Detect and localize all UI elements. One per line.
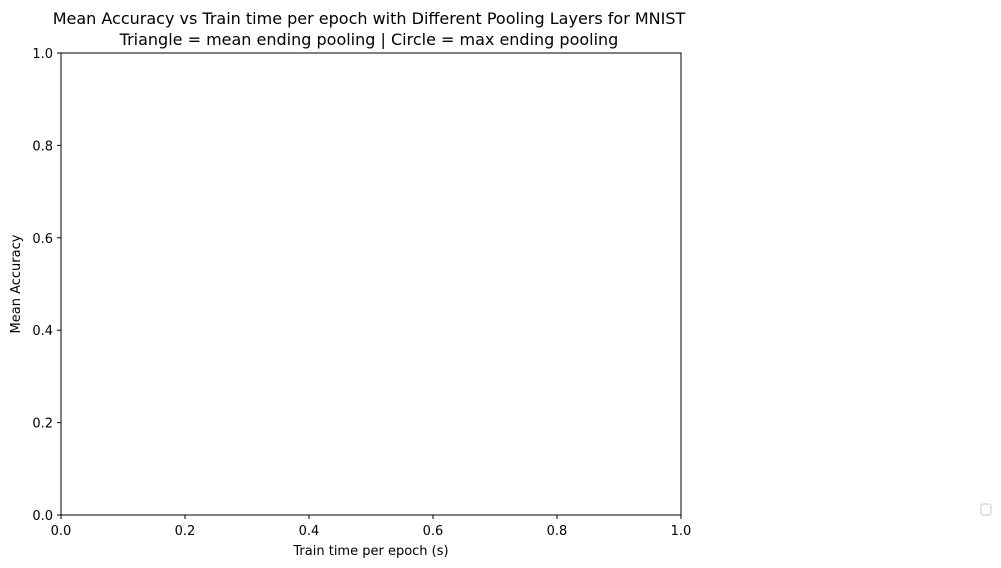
chart-title: Mean Accuracy vs Train time per epoch wi…: [53, 9, 686, 28]
y-tick-label: 0.4: [32, 324, 53, 339]
x-tick-label: 0.2: [175, 524, 196, 539]
x-tick-label: 1.0: [671, 524, 692, 539]
x-tick-label: 0.8: [547, 524, 568, 539]
x-axis-label: Train time per epoch (s): [292, 544, 448, 559]
x-tick-label: 0.4: [299, 524, 320, 539]
plot-area: [60, 52, 682, 516]
y-tick-label: 0.6: [32, 232, 53, 247]
legend-box: [980, 503, 992, 516]
axes-frame: [60, 52, 682, 516]
x-tick-label: 0.0: [51, 524, 72, 539]
legend: [980, 503, 992, 516]
y-axis-label: Mean Accuracy: [9, 234, 24, 333]
x-axis-ticks: 0.0 0.2 0.4 0.6 0.8 1.0: [51, 515, 692, 539]
x-tick-label: 0.6: [423, 524, 444, 539]
y-tick-label: 0.0: [32, 509, 53, 524]
chart-subtitle: Triangle = mean ending pooling | Circle …: [119, 30, 619, 49]
y-tick-label: 1.0: [32, 47, 53, 62]
y-tick-label: 0.8: [32, 139, 53, 154]
y-axis-ticks: 0.0 0.2 0.4 0.6 0.8 1.0: [32, 47, 61, 524]
y-tick-label: 0.2: [32, 417, 53, 432]
